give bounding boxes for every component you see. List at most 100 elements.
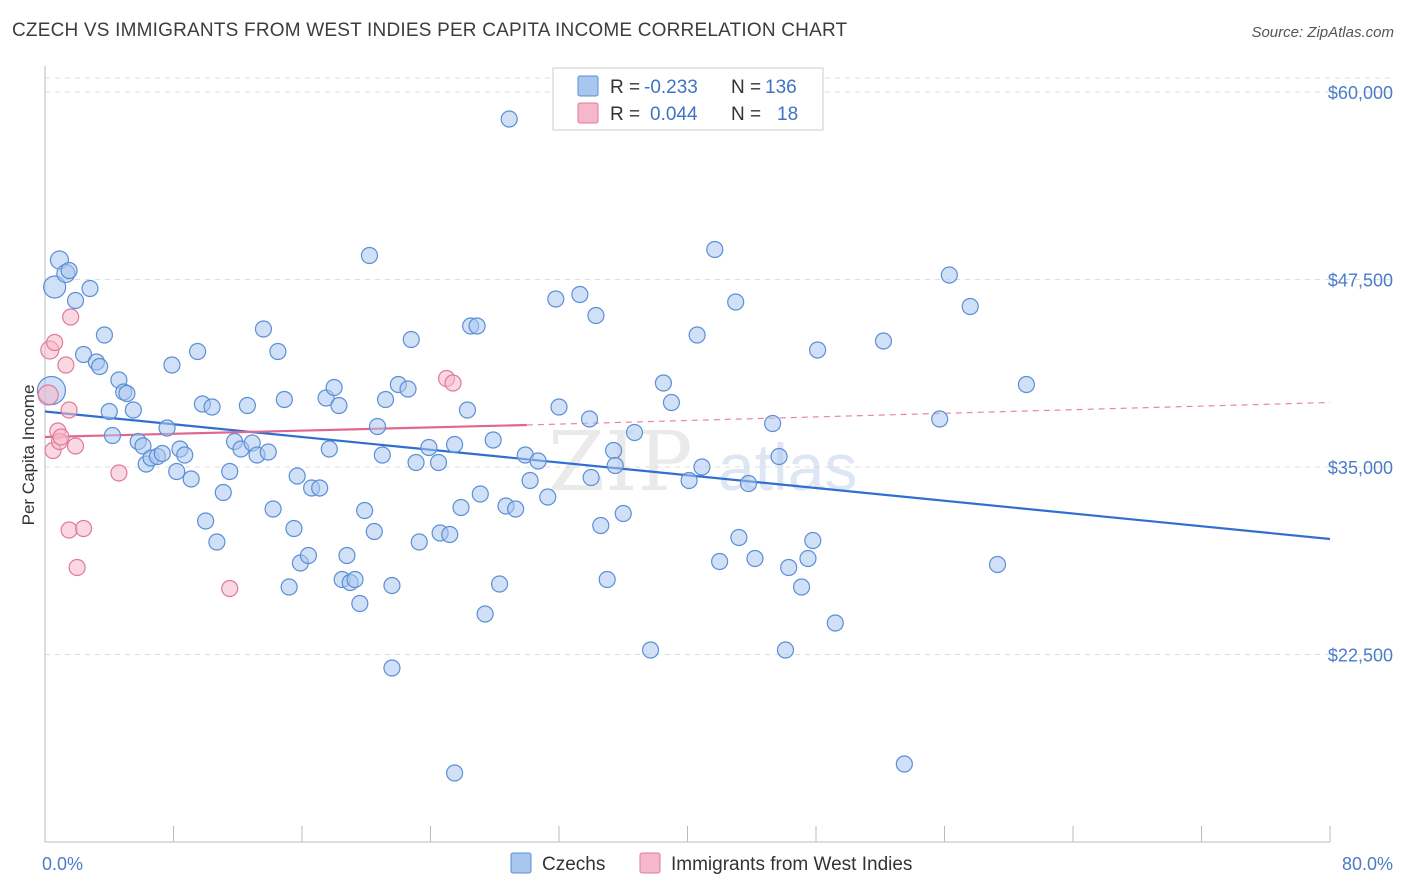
czech-point-38 — [238, 396, 256, 415]
czech-point-80 — [458, 401, 477, 419]
czech-point-28 — [182, 470, 200, 488]
legend-n-label-czechs: N = — [731, 77, 761, 98]
west-indies-point-13 — [74, 519, 93, 538]
czech-point-24 — [163, 356, 181, 374]
legend-r-label-west-indies: R = — [610, 104, 640, 125]
czech-point-10 — [95, 326, 114, 344]
czech-point-54 — [320, 440, 338, 458]
czech-point-134 — [445, 764, 464, 782]
czech-point-107 — [654, 374, 673, 392]
czech-point-110 — [688, 326, 706, 344]
czech-point-9 — [91, 357, 109, 376]
czech-point-71 — [402, 330, 420, 349]
czech-point-103 — [606, 456, 624, 475]
czech-point-67 — [376, 390, 395, 409]
czech-point-31 — [197, 512, 215, 530]
czech-point-104 — [614, 504, 632, 523]
chart-title: CZECH VS IMMIGRANTS FROM WEST INDIES PER… — [12, 20, 848, 41]
axes — [44, 66, 1331, 843]
legend-swatch-czechs — [577, 75, 599, 97]
czech-point-60 — [346, 570, 364, 589]
czech-point-101 — [598, 570, 616, 589]
czech-point-98 — [582, 468, 600, 487]
czech-point-82 — [468, 317, 486, 335]
czech-point-115 — [730, 528, 748, 547]
x-tick-label-1: 80.0% — [1342, 854, 1393, 874]
czech-point-52 — [311, 479, 329, 497]
czech-point-96 — [571, 285, 589, 304]
czech-point-47 — [285, 519, 303, 538]
czech-point-35 — [221, 462, 239, 481]
czech-point-23 — [158, 419, 176, 437]
west-indies-trend-line — [44, 423, 527, 439]
watermark-atlas: atlas — [718, 430, 857, 504]
czech-point-133 — [1017, 375, 1036, 394]
czech-point-100 — [592, 516, 610, 535]
czech-point-122 — [792, 578, 811, 596]
czech-point-109 — [680, 471, 698, 490]
czech-point-119 — [770, 447, 788, 466]
czech-point-93 — [539, 488, 557, 506]
czech-point-66 — [373, 446, 391, 464]
czech-point-89 — [500, 110, 518, 128]
y-tick-label-0: $22,500 — [1328, 646, 1393, 666]
czech-point-130 — [940, 266, 958, 284]
czech-point-63 — [360, 246, 379, 265]
czech-point-126 — [826, 614, 844, 632]
west-indies-point-14 — [110, 464, 128, 482]
czech-point-124 — [804, 531, 822, 550]
czech-point-5 — [66, 291, 85, 310]
bottom-legend: Czechs Immigrants from West Indies — [510, 852, 912, 875]
legend-n-value-czechs: 136 — [765, 77, 797, 98]
czech-point-84 — [476, 605, 494, 623]
czech-point-79 — [452, 498, 470, 517]
czech-point-50 — [299, 546, 318, 565]
czech-point-45 — [275, 390, 293, 409]
czech-point-83 — [471, 485, 489, 503]
czech-point-135 — [383, 659, 401, 677]
czech-point-58 — [338, 546, 356, 565]
y-tick-label-3: $60,000 — [1328, 83, 1393, 103]
czech-point-32 — [203, 398, 221, 416]
bottom-legend-label-west-indies: Immigrants from West Indies — [671, 854, 912, 875]
czech-point-6 — [74, 345, 93, 364]
west-indies-point-7 — [57, 356, 75, 374]
scatter-points — [36, 110, 1036, 782]
czech-point-117 — [746, 549, 764, 568]
west-indies-point-11 — [66, 437, 85, 455]
x-tick-label-0: 0.0% — [42, 854, 83, 874]
west-indies-point-15 — [221, 579, 239, 598]
legend-n-label-west-indies: N = — [731, 104, 761, 125]
y-axis-label: Per Capita Income — [19, 385, 38, 526]
czech-point-73 — [410, 533, 428, 551]
czech-point-106 — [641, 641, 660, 659]
czech-point-114 — [727, 293, 745, 311]
czech-point-34 — [214, 483, 232, 502]
czech-point-68 — [383, 576, 401, 595]
czech-point-120 — [776, 641, 795, 659]
y-tick-labels: $22,500 $35,000 $47,500 $60,000 — [1328, 83, 1393, 666]
czech-point-95 — [550, 398, 568, 416]
czech-point-18 — [134, 437, 152, 455]
czech-point-129 — [931, 410, 949, 428]
czech-point-123 — [799, 549, 817, 568]
source-text: Source: ZipAtlas.com — [1251, 24, 1394, 41]
czech-point-74 — [420, 438, 438, 457]
czech-point-112 — [706, 240, 724, 259]
czech-point-11 — [100, 402, 118, 421]
czech-point-118 — [764, 414, 782, 433]
czech-point-25 — [168, 462, 186, 481]
czech-point-91 — [521, 471, 539, 490]
czech-point-29 — [188, 342, 207, 361]
czech-point-102 — [605, 441, 623, 460]
czech-point-92 — [529, 452, 547, 470]
west-indies-point-3 — [46, 333, 64, 352]
czech-point-7 — [81, 279, 99, 298]
czech-point-78 — [445, 435, 464, 454]
czech-point-86 — [490, 575, 509, 593]
legend-swatch-west-indies — [577, 102, 599, 124]
czech-point-12 — [103, 426, 122, 445]
czech-point-70 — [399, 380, 417, 398]
czech-point-22 — [153, 444, 171, 463]
czech-point-64 — [365, 522, 383, 541]
